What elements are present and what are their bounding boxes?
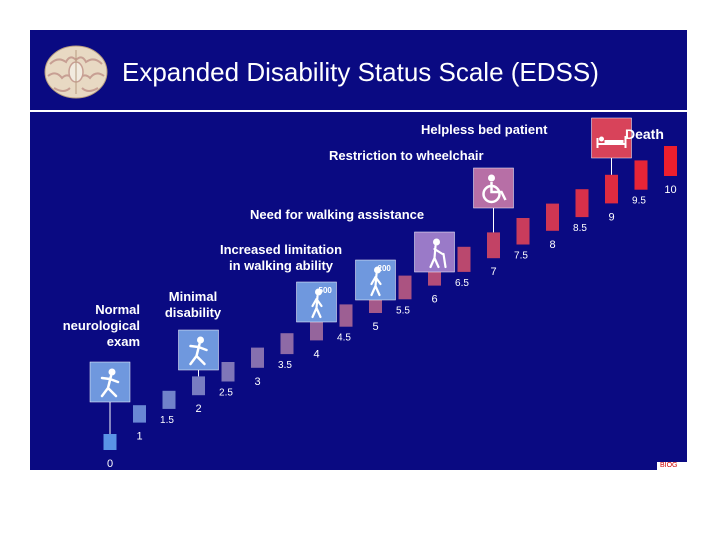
icon-badge-text: 500: [319, 286, 333, 295]
edss-bar-7: [487, 232, 500, 259]
tick-label-3: 3: [254, 376, 260, 388]
edss-bar-4: [310, 318, 323, 341]
tick-label-4: 4: [313, 348, 319, 360]
label-death: Death: [625, 126, 664, 142]
label-wheelchair: Restriction to wheelchair: [329, 148, 484, 163]
edss-bar-1: [133, 405, 146, 423]
tick-label-8: 8: [549, 239, 555, 251]
tick-label-2: 2: [195, 403, 201, 415]
edss-bar-0: [103, 434, 117, 450]
label-walking-assistance: Need for walking assistance: [250, 207, 425, 222]
edss-chart: 500 200 0 1 1.5 2 2.5 3 3.5 4 4.5 5 5.5 6 6.5 7 7.5 8 8.5 9…: [89, 117, 677, 470]
edss-bar-6.5: [457, 246, 471, 272]
label-increased-line-2: in walking ability: [228, 258, 334, 273]
walking-icon: 500: [296, 281, 337, 323]
tick-label-0: 0: [107, 458, 113, 470]
slide: Expanded Disability Status Scale (EDSS) …: [30, 30, 687, 470]
label-minimal-line-2: disability: [164, 305, 222, 320]
label-normal-line-1: Normal: [95, 302, 140, 317]
edss-bar-5.5: [398, 275, 412, 300]
edss-bar-9.5: [634, 160, 648, 190]
tick-label-7: 7: [490, 266, 496, 278]
header-divider: [30, 110, 687, 112]
edss-bar-9: [605, 174, 618, 204]
tick-label-5: 5: [372, 321, 378, 333]
tick-label-1.5: 1.5: [160, 415, 174, 426]
label-normal: Normal neurological exam: [40, 302, 140, 350]
tick-label-9: 9: [608, 211, 614, 223]
tick-label-6: 6: [431, 294, 437, 306]
edss-bar-7.5: [516, 218, 530, 245]
label-minimal-line-1: Minimal: [168, 289, 218, 304]
tick-label-10: 10: [664, 184, 676, 196]
running-icon: [89, 361, 131, 403]
cane-walker-icon: [414, 231, 455, 273]
bed-icon: [591, 117, 632, 159]
running-icon: [178, 329, 219, 371]
tick-label-1: 1: [136, 431, 142, 443]
label-normal-line-2: neurological: [62, 318, 140, 333]
tick-label-9.5: 9.5: [632, 196, 646, 207]
edss-bar-1.5: [162, 390, 176, 409]
edss-bar-2: [192, 376, 205, 396]
label-normal-line-3: exam: [106, 334, 140, 349]
edss-bar-2.5: [221, 362, 235, 382]
tick-label-8.5: 8.5: [573, 223, 587, 234]
page-title: Expanded Disability Status Scale (EDSS): [122, 57, 599, 87]
edss-bar-3: [251, 347, 264, 368]
corner-logo-text: BIOG: [660, 462, 678, 469]
edss-bar-4.5: [339, 304, 353, 327]
edss-bar-8: [546, 203, 559, 231]
label-bed-patient: Helpless bed patient: [421, 122, 548, 137]
tick-label-6.5: 6.5: [455, 278, 469, 289]
label-increased-line-1: Increased limitation: [219, 242, 343, 257]
tick-label-5.5: 5.5: [396, 305, 410, 316]
tick-label-3.5: 3.5: [278, 360, 292, 371]
wheelchair-icon: [473, 167, 514, 209]
tick-label-4.5: 4.5: [337, 333, 351, 344]
edss-bar-10: [664, 146, 677, 176]
label-increased: Increased limitation in walking ability: [203, 242, 359, 274]
header: Expanded Disability Status Scale (EDSS): [30, 30, 687, 110]
label-minimal: Minimal disability: [155, 289, 231, 321]
walking-icon: 200: [355, 259, 396, 301]
tick-label-2.5: 2.5: [219, 388, 233, 399]
icon-badge-text: 200: [378, 264, 392, 273]
corner-logo: [657, 462, 687, 472]
edss-bar-3.5: [280, 333, 294, 355]
brain-logo-icon: [40, 42, 112, 102]
tick-label-7.5: 7.5: [514, 251, 528, 262]
edss-bar-8.5: [575, 189, 589, 218]
